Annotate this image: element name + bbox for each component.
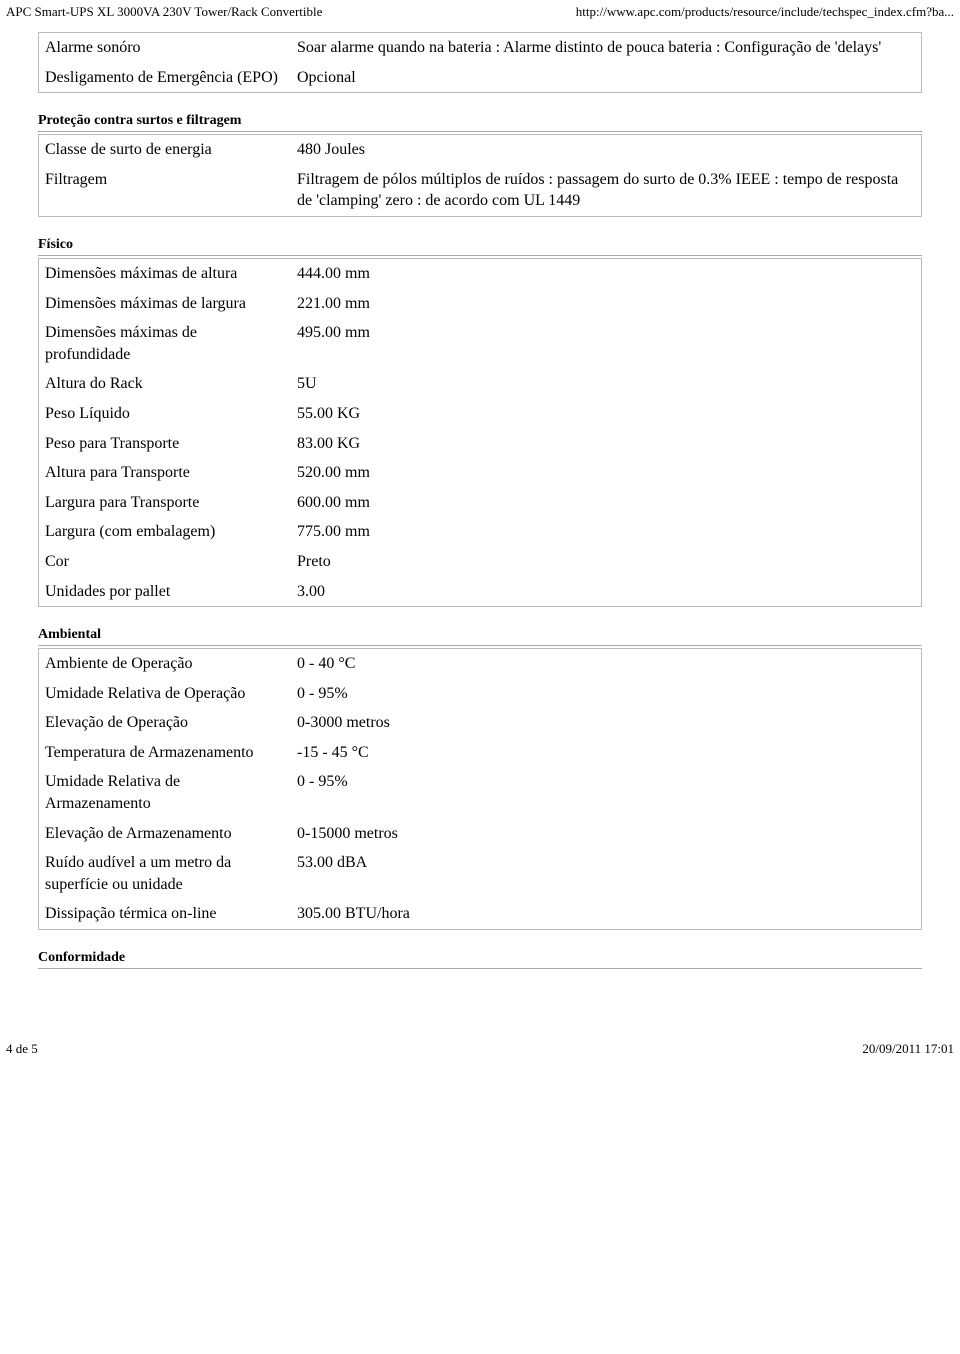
spec-value: 0-3000 metros [291,708,922,738]
section-heading: Ambiental [38,623,922,646]
spec-value: 0 - 40 °C [291,649,922,679]
table-row: Altura para Transporte520.00 mm [39,458,922,488]
table-row: Ambiente de Operação0 - 40 °C [39,649,922,679]
table-row: Peso para Transporte83.00 KG [39,429,922,459]
spec-label: Filtragem [39,165,292,217]
table-row: Altura do Rack5U [39,369,922,399]
spec-label: Largura para Transporte [39,488,292,518]
spec-label: Alarme sonóro [39,33,292,63]
spec-value: 520.00 mm [291,458,922,488]
spec-value: 3.00 [291,577,922,607]
spec-label: Peso para Transporte [39,429,292,459]
spec-label: Dimensões máximas de largura [39,289,292,319]
spec-value: Preto [291,547,922,577]
table-row: Elevação de Operação0-3000 metros [39,708,922,738]
section-heading: Conformidade [38,946,922,969]
spec-value: 305.00 BTU/hora [291,899,922,929]
table-row: Largura para Transporte600.00 mm [39,488,922,518]
spec-label: Dimensões máximas de altura [39,258,292,288]
spec-label: Classe de surto de energia [39,135,292,165]
page-header: APC Smart-UPS XL 3000VA 230V Tower/Rack … [0,0,960,32]
spec-value: 0 - 95% [291,679,922,709]
spec-value: 55.00 KG [291,399,922,429]
section-heading: Proteção contra surtos e filtragem [38,109,922,132]
spec-value: Filtragem de pólos múltiplos de ruídos :… [291,165,922,217]
table-row: Dissipação térmica on-line305.00 BTU/hor… [39,899,922,929]
table-row: Dimensões máximas de largura221.00 mm [39,289,922,319]
spec-value: 480 Joules [291,135,922,165]
table-row: Umidade Relativa de Operação0 - 95% [39,679,922,709]
spec-label: Altura para Transporte [39,458,292,488]
table-row: FiltragemFiltragem de pólos múltiplos de… [39,165,922,217]
spec-value: 53.00 dBA [291,848,922,899]
spec-value: 775.00 mm [291,517,922,547]
header-title: APC Smart-UPS XL 3000VA 230V Tower/Rack … [6,4,322,20]
spec-label: Dissipação térmica on-line [39,899,292,929]
spec-value: 0-15000 metros [291,819,922,849]
spec-label: Altura do Rack [39,369,292,399]
table-row: Dimensões máximas de profundidade495.00 … [39,318,922,369]
spec-value: -15 - 45 °C [291,738,922,768]
page-footer: 4 de 5 20/09/2011 17:01 [0,971,960,1061]
table-row: Ruído audível a um metro da superfície o… [39,848,922,899]
spec-value: Soar alarme quando na bateria : Alarme d… [291,33,922,63]
table-row: Umidade Relativa de Armazenamento0 - 95% [39,767,922,818]
spec-label: Desligamento de Emergência (EPO) [39,63,292,93]
spec-label: Peso Líquido [39,399,292,429]
spec-value: 0 - 95% [291,767,922,818]
spec-label: Ambiente de Operação [39,649,292,679]
footer-page-number: 4 de 5 [6,1041,38,1057]
table-row: Largura (com embalagem)775.00 mm [39,517,922,547]
spec-table: Classe de surto de energia480 JoulesFilt… [38,134,922,217]
spec-label: Cor [39,547,292,577]
spec-label: Ruído audível a um metro da superfície o… [39,848,292,899]
section-heading: Físico [38,233,922,256]
spec-label: Dimensões máximas de profundidade [39,318,292,369]
spec-label: Umidade Relativa de Armazenamento [39,767,292,818]
spec-value: 5U [291,369,922,399]
spec-label: Largura (com embalagem) [39,517,292,547]
table-row: Unidades por pallet3.00 [39,577,922,607]
footer-timestamp: 20/09/2011 17:01 [862,1041,954,1057]
table-row: CorPreto [39,547,922,577]
spec-value: 444.00 mm [291,258,922,288]
spec-table: Ambiente de Operação0 - 40 °CUmidade Rel… [38,648,922,930]
spec-label: Unidades por pallet [39,577,292,607]
table-row: Classe de surto de energia480 Joules [39,135,922,165]
table-row: Alarme sonóroSoar alarme quando na bater… [39,33,922,63]
spec-label: Temperatura de Armazenamento [39,738,292,768]
table-row: Desligamento de Emergência (EPO)Opcional [39,63,922,93]
spec-label: Umidade Relativa de Operação [39,679,292,709]
spec-label: Elevação de Operação [39,708,292,738]
spec-value: 83.00 KG [291,429,922,459]
spec-value: 221.00 mm [291,289,922,319]
spec-label: Elevação de Armazenamento [39,819,292,849]
spec-value: 495.00 mm [291,318,922,369]
table-row: Peso Líquido55.00 KG [39,399,922,429]
table-row: Temperatura de Armazenamento-15 - 45 °C [39,738,922,768]
spec-value: 600.00 mm [291,488,922,518]
content-area: Alarme sonóroSoar alarme quando na bater… [0,32,960,969]
spec-value: Opcional [291,63,922,93]
spec-table: Dimensões máximas de altura444.00 mmDime… [38,258,922,607]
table-row: Dimensões máximas de altura444.00 mm [39,258,922,288]
header-url: http://www.apc.com/products/resource/inc… [576,4,954,20]
spec-table: Alarme sonóroSoar alarme quando na bater… [38,32,922,93]
table-row: Elevação de Armazenamento0-15000 metros [39,819,922,849]
